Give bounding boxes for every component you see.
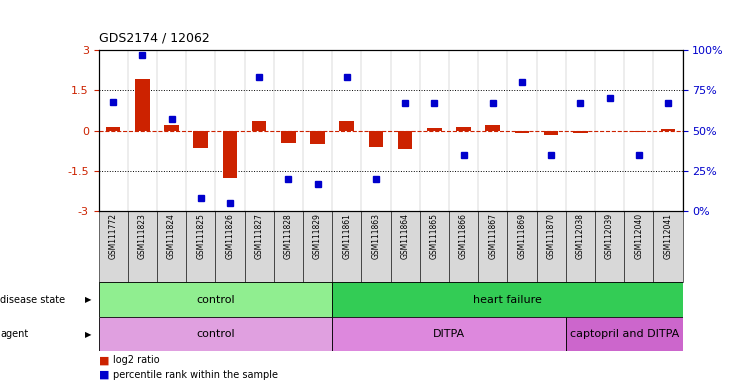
- Bar: [252, 121, 266, 131]
- Text: GSM112039: GSM112039: [605, 214, 614, 260]
- Bar: [99, 317, 332, 351]
- Bar: [303, 211, 332, 282]
- Bar: [106, 127, 120, 131]
- Bar: [631, 131, 646, 132]
- Text: GSM111828: GSM111828: [284, 214, 293, 259]
- Bar: [332, 211, 361, 282]
- Bar: [223, 131, 237, 177]
- Bar: [449, 211, 478, 282]
- Bar: [661, 129, 675, 131]
- Text: GSM111826: GSM111826: [226, 214, 234, 259]
- Text: control: control: [196, 295, 234, 305]
- Text: captopril and DITPA: captopril and DITPA: [569, 329, 679, 339]
- Text: disease state: disease state: [0, 295, 65, 305]
- Text: ■: ■: [99, 370, 112, 380]
- Text: GSM111824: GSM111824: [167, 214, 176, 259]
- Text: control: control: [196, 329, 234, 339]
- Text: heart failure: heart failure: [473, 295, 542, 305]
- Bar: [566, 317, 683, 351]
- Bar: [332, 317, 566, 351]
- Bar: [427, 128, 442, 131]
- Bar: [339, 121, 354, 131]
- Bar: [332, 282, 683, 317]
- Bar: [456, 127, 471, 131]
- Bar: [157, 211, 186, 282]
- Bar: [566, 211, 595, 282]
- Bar: [398, 131, 412, 149]
- Bar: [485, 125, 500, 131]
- Bar: [274, 211, 303, 282]
- Bar: [135, 79, 150, 131]
- Text: GSM112038: GSM112038: [576, 214, 585, 259]
- Bar: [186, 211, 215, 282]
- Bar: [281, 131, 296, 143]
- Text: GSM111869: GSM111869: [518, 214, 526, 259]
- Bar: [478, 211, 507, 282]
- Text: GSM111861: GSM111861: [342, 214, 351, 259]
- Text: GSM112040: GSM112040: [634, 214, 643, 260]
- Bar: [624, 211, 653, 282]
- Bar: [164, 125, 179, 131]
- Bar: [99, 211, 128, 282]
- Text: GSM111864: GSM111864: [401, 214, 410, 259]
- Text: ▶: ▶: [85, 295, 91, 304]
- Bar: [515, 131, 529, 133]
- Text: GSM112041: GSM112041: [664, 214, 672, 259]
- Text: GSM111870: GSM111870: [547, 214, 556, 259]
- Text: log2 ratio: log2 ratio: [113, 356, 160, 366]
- Bar: [391, 211, 420, 282]
- Text: DITPA: DITPA: [433, 329, 465, 339]
- Text: GSM111772: GSM111772: [109, 214, 118, 259]
- Bar: [128, 211, 157, 282]
- Text: GSM111866: GSM111866: [459, 214, 468, 259]
- Text: percentile rank within the sample: percentile rank within the sample: [113, 370, 278, 380]
- Text: ▶: ▶: [85, 329, 91, 339]
- Text: GSM111825: GSM111825: [196, 214, 205, 259]
- Bar: [544, 131, 558, 135]
- Text: GSM111829: GSM111829: [313, 214, 322, 259]
- Bar: [595, 211, 624, 282]
- Text: GSM111867: GSM111867: [488, 214, 497, 259]
- Text: GDS2174 / 12062: GDS2174 / 12062: [99, 31, 210, 44]
- Bar: [507, 211, 537, 282]
- Bar: [573, 131, 588, 133]
- Text: GSM111827: GSM111827: [255, 214, 264, 259]
- Text: ■: ■: [99, 356, 112, 366]
- Bar: [99, 282, 332, 317]
- Bar: [653, 211, 683, 282]
- Bar: [361, 211, 391, 282]
- Text: GSM111823: GSM111823: [138, 214, 147, 259]
- Text: GSM111865: GSM111865: [430, 214, 439, 259]
- Bar: [310, 131, 325, 144]
- Bar: [420, 211, 449, 282]
- Bar: [369, 131, 383, 147]
- Bar: [215, 211, 245, 282]
- Bar: [193, 131, 208, 148]
- Bar: [245, 211, 274, 282]
- Text: GSM111863: GSM111863: [372, 214, 380, 259]
- Text: agent: agent: [0, 329, 28, 339]
- Bar: [537, 211, 566, 282]
